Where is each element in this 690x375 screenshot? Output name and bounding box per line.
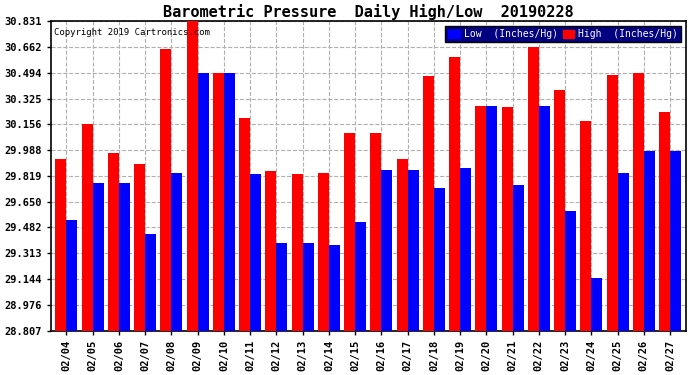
Bar: [607, 75, 618, 330]
Bar: [460, 168, 471, 330]
Bar: [633, 74, 644, 330]
Bar: [277, 243, 288, 330]
Bar: [486, 105, 497, 330]
Text: Copyright 2019 Cartronics.com: Copyright 2019 Cartronics.com: [54, 27, 210, 36]
Bar: [659, 112, 670, 330]
Bar: [618, 173, 629, 330]
Bar: [355, 222, 366, 330]
Bar: [145, 234, 156, 330]
Bar: [565, 211, 576, 330]
Bar: [160, 49, 171, 330]
Bar: [449, 57, 460, 330]
Bar: [397, 159, 408, 330]
Title: Barometric Pressure  Daily High/Low  20190228: Barometric Pressure Daily High/Low 20190…: [163, 4, 573, 20]
Bar: [513, 185, 524, 330]
Bar: [213, 74, 224, 330]
Bar: [224, 74, 235, 330]
Bar: [119, 183, 130, 330]
Bar: [134, 164, 145, 330]
Bar: [408, 170, 419, 330]
Bar: [329, 244, 340, 330]
Bar: [266, 171, 277, 330]
Bar: [92, 183, 104, 330]
Bar: [554, 90, 565, 330]
Bar: [371, 133, 382, 330]
Bar: [250, 174, 262, 330]
Bar: [591, 278, 602, 330]
Bar: [528, 48, 539, 330]
Bar: [81, 124, 92, 330]
Bar: [670, 152, 681, 330]
Bar: [318, 173, 329, 330]
Bar: [475, 105, 486, 330]
Legend: Low  (Inches/Hg), High  (Inches/Hg): Low (Inches/Hg), High (Inches/Hg): [445, 26, 681, 42]
Bar: [382, 170, 393, 330]
Bar: [644, 152, 655, 330]
Bar: [239, 118, 250, 330]
Bar: [197, 74, 208, 330]
Bar: [187, 21, 197, 330]
Bar: [55, 159, 66, 330]
Bar: [292, 174, 303, 330]
Bar: [423, 76, 434, 330]
Bar: [171, 173, 182, 330]
Bar: [502, 107, 513, 330]
Bar: [539, 105, 550, 330]
Bar: [303, 243, 314, 330]
Bar: [66, 220, 77, 330]
Bar: [580, 121, 591, 330]
Bar: [108, 153, 119, 330]
Bar: [434, 188, 445, 330]
Bar: [344, 133, 355, 330]
